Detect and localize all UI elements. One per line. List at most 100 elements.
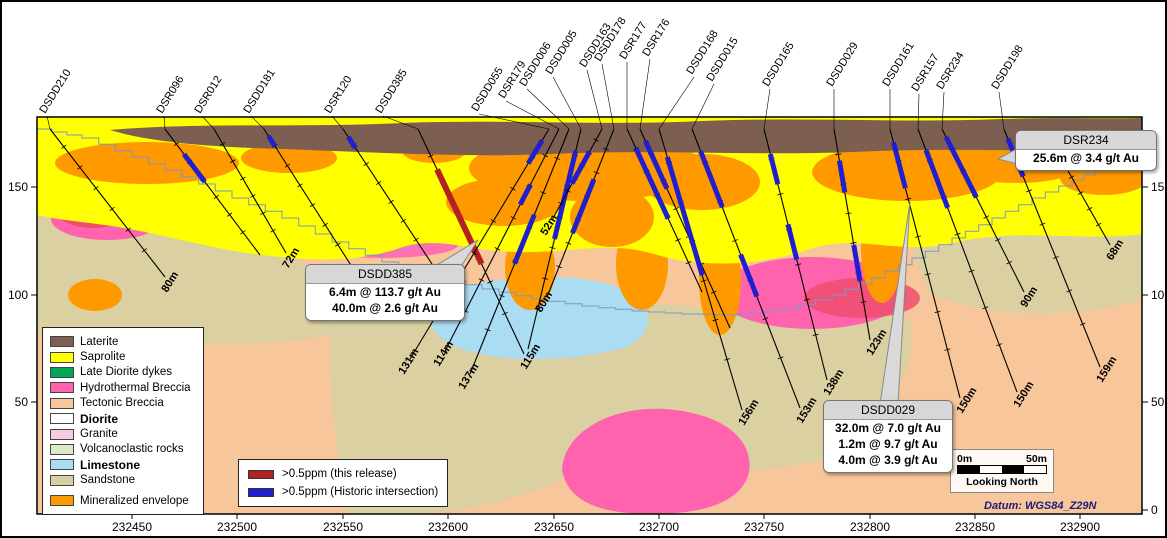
- survey-tick: [565, 189, 571, 193]
- legend-label: Mineralized envelope: [80, 494, 189, 507]
- survey-tick: [565, 241, 572, 245]
- legend-item: Granite: [50, 426, 196, 441]
- survey-tick: [710, 290, 717, 294]
- survey-tick: [1077, 191, 1084, 195]
- hole-label: DSR176: [640, 17, 672, 59]
- survey-tick: [284, 163, 291, 168]
- survey-tick: [250, 194, 256, 198]
- survey-tick: [593, 171, 600, 175]
- historic-intersection: [698, 150, 725, 209]
- survey-tick: [375, 181, 382, 185]
- x-tick-label: 232800: [850, 520, 890, 534]
- survey-tick: [860, 301, 867, 303]
- survey-tick: [510, 216, 517, 220]
- survey-tick: [93, 186, 99, 191]
- survey-tick: [335, 242, 341, 247]
- survey-tick: [363, 162, 369, 167]
- legend-label: Tectonic Breccia: [80, 397, 164, 410]
- legend-item: Volcanoclastic rocks: [50, 442, 196, 457]
- callout-title: DSDD029: [824, 401, 952, 420]
- hole-label: DSR096: [154, 74, 186, 116]
- survey-tick: [777, 356, 784, 360]
- historic-intersection: [182, 152, 207, 184]
- label-leader: [250, 115, 265, 130]
- survey-tick: [712, 318, 719, 322]
- survey-tick: [498, 294, 505, 298]
- x-tick-label: 232450: [112, 520, 152, 534]
- drill-trace: [263, 128, 355, 271]
- survey-tick: [593, 138, 599, 142]
- legend-item: Laterite: [50, 334, 196, 349]
- historic-intersection: [643, 139, 670, 190]
- legend-swatch: [50, 397, 74, 409]
- survey-tick: [173, 141, 180, 147]
- survey-tick: [77, 165, 83, 170]
- axes: 232450 232500 232550 232600 232650 232700 2327…: [8, 180, 1167, 534]
- callout-value: 40.0m @ 2.6 g/t Au: [332, 301, 438, 315]
- callout-dsdd029: DSDD029 32.0m @ 7.0 g/t Au 1.2m @ 9.7 g/t …: [823, 400, 953, 473]
- survey-tick: [1095, 222, 1102, 227]
- historic-intersection: [851, 244, 863, 282]
- survey-tick: [141, 248, 147, 253]
- historic-intersection: [570, 178, 597, 235]
- y-tick-label: 100: [1151, 288, 1167, 302]
- survey-tick: [240, 176, 246, 181]
- label-leader: [478, 113, 550, 130]
- survey-tick: [924, 273, 931, 276]
- survey-tick: [1026, 189, 1032, 193]
- scale-end-label: 50m: [1025, 453, 1047, 465]
- historic-intersection: [512, 213, 537, 265]
- survey-tick: [490, 219, 497, 223]
- scale-bar: 0m 50m Looking North: [950, 449, 1054, 493]
- survey-tick: [534, 308, 541, 311]
- new-intersection: [434, 168, 485, 266]
- hole-label: DSR012: [192, 74, 224, 116]
- y-tick-label: 0: [1151, 503, 1158, 517]
- drill-trace: [213, 128, 287, 254]
- hole-label: DSDD210: [37, 67, 73, 115]
- y-tick-label: 50: [15, 395, 29, 409]
- survey-tick: [803, 298, 810, 301]
- survey-tick: [835, 153, 842, 156]
- historic-intersection: [891, 141, 908, 189]
- label-leader: [331, 115, 344, 130]
- legend-label: Late Diorite dykes: [80, 366, 173, 379]
- callout-title: DSDD385: [306, 265, 464, 284]
- historic-intersection: [569, 150, 592, 185]
- x-tick-label: 232550: [323, 520, 363, 534]
- legend-item: Limestone: [50, 457, 196, 472]
- lithology-legend: Laterite Saprolite Late Diorite dykes Hydro…: [42, 327, 204, 516]
- intersection-swatch: [248, 469, 274, 479]
- datum-label: Datum: WGS84_Z29N: [984, 500, 1097, 512]
- legend-label: Sandstone: [80, 474, 135, 487]
- x-tick-label: 232900: [1060, 520, 1100, 534]
- historic-intersection: [526, 139, 545, 165]
- survey-tick: [1066, 289, 1073, 293]
- historic-intersection: [552, 150, 579, 240]
- hole-label: DSDD181: [241, 67, 277, 115]
- intersection-swatch: [248, 487, 274, 497]
- y-tick-label: 150: [8, 180, 28, 194]
- survey-tick: [934, 310, 941, 314]
- x-tick-label: 232600: [428, 520, 468, 534]
- survey-tick: [777, 193, 784, 196]
- legend-swatch: [50, 428, 74, 440]
- survey-tick: [983, 215, 990, 219]
- survey-tick: [603, 147, 609, 151]
- survey-tick: [1086, 207, 1093, 211]
- survey-tick: [1052, 256, 1059, 260]
- weathering-step-line: [37, 128, 1142, 316]
- legend-item: Hydrothermal Breccia: [50, 380, 196, 395]
- survey-tick: [240, 230, 246, 235]
- survey-tick: [732, 239, 739, 243]
- survey-tick: [61, 144, 67, 149]
- x-tick-label: 232650: [534, 520, 574, 534]
- scale-caption: Looking North: [966, 476, 1038, 488]
- survey-tick: [850, 242, 857, 244]
- callout-value: 1.2m @ 9.7 g/t Au: [838, 437, 938, 451]
- hole-label: DSDD198: [989, 43, 1025, 91]
- survey-tick: [502, 311, 508, 316]
- legend-item: Diorite: [50, 411, 196, 426]
- survey-tick: [478, 278, 485, 282]
